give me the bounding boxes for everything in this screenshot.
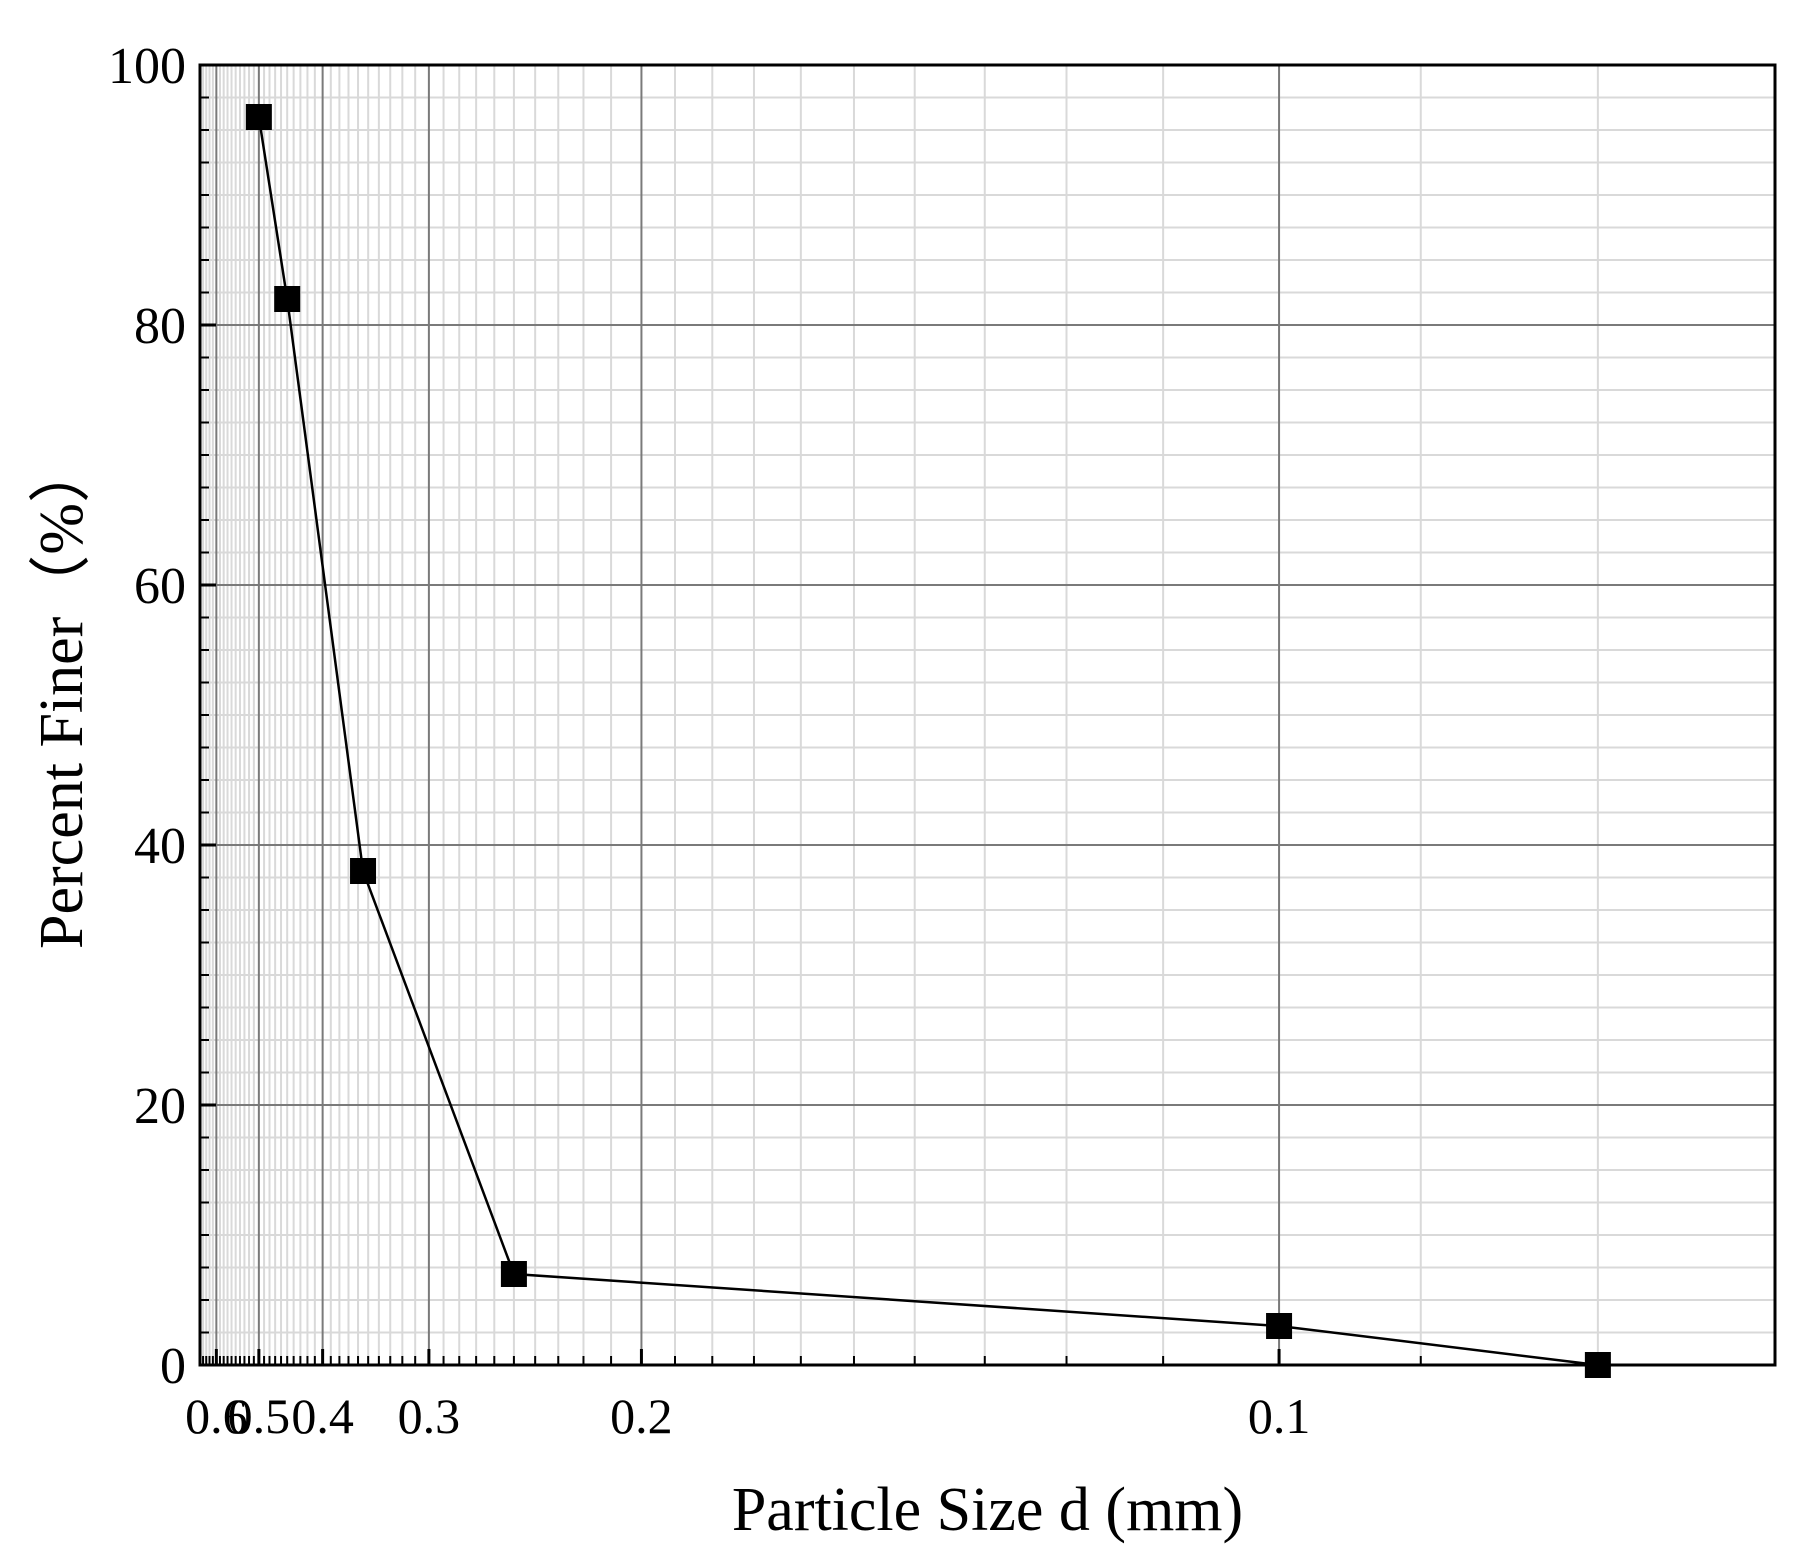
data-point-marker (500, 1261, 527, 1287)
series-line (257, 116, 1599, 1367)
data-point-marker (274, 286, 301, 312)
y-tick-label: 100 (108, 38, 186, 95)
x-axis-label: Particle Size d (mm) (732, 1476, 1243, 1544)
minor-grid (200, 65, 1775, 1365)
x-tick-label: 0.1 (1248, 1388, 1311, 1444)
x-tick-label: 0.2 (610, 1388, 673, 1444)
data-point-marker (350, 858, 377, 884)
y-tick-label: 80 (134, 298, 186, 355)
tick-labels: 0.60.5 0.4 0.3 0.2 0.1 0 20 40 60 80 100 (108, 38, 1310, 1444)
y-tick-label: 60 (134, 558, 186, 615)
y-tick-label: 20 (134, 1078, 186, 1135)
x-tick-label: 0.6 (185, 1388, 248, 1444)
y-axis-label: Percent Finer（%） (28, 441, 96, 949)
y-tick-label: 40 (134, 818, 186, 875)
data-point-marker (1266, 1313, 1293, 1339)
x-tick-label: 0.4 (291, 1388, 354, 1444)
plot-frame (198, 63, 1777, 1367)
data-point-marker (245, 104, 272, 130)
series-layer (245, 104, 1611, 1378)
x-tick-label: 0.3 (398, 1388, 461, 1444)
x-tick-label: 0.5 (228, 1388, 291, 1444)
y-tick-label: 0 (160, 1338, 186, 1395)
